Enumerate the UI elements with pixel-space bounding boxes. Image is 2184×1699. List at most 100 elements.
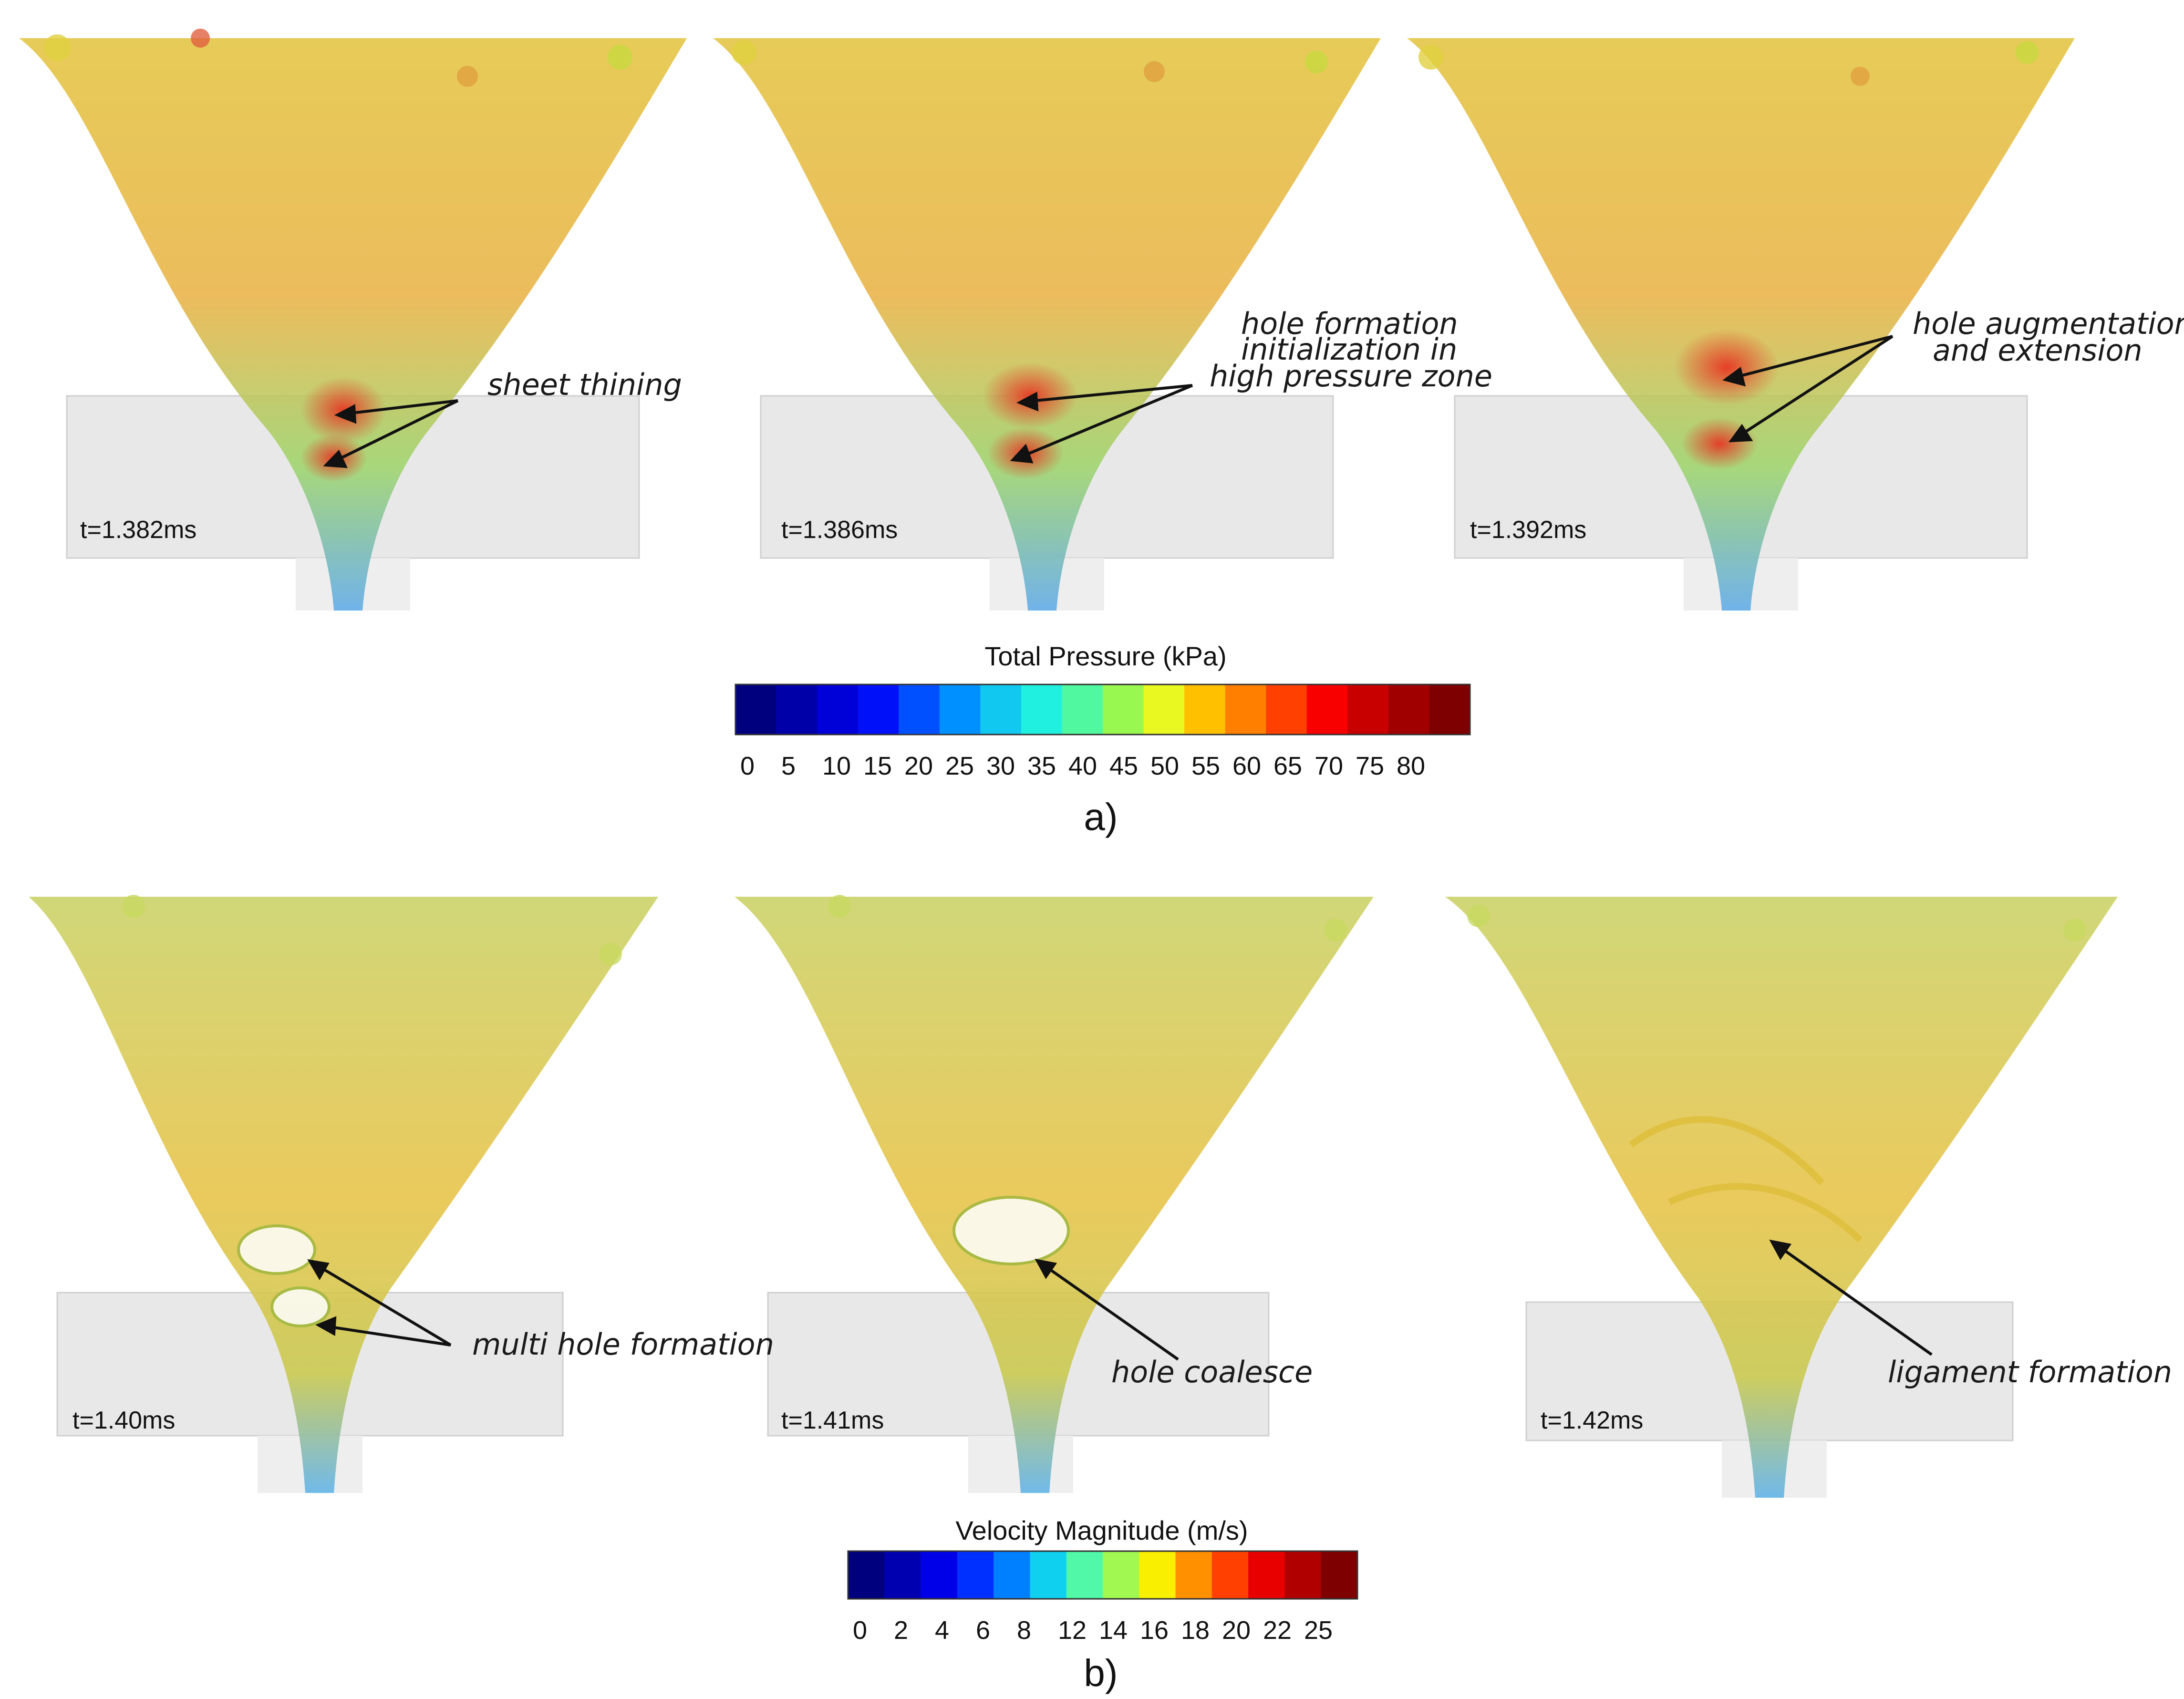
colorbar-tick-label: 6 — [976, 1616, 990, 1645]
colorbar-tick-label: 0 — [853, 1616, 867, 1645]
time-label-a3: t=1.392ms — [1470, 516, 1586, 544]
hot-zone — [1674, 329, 1779, 405]
droplet — [122, 895, 145, 918]
droplet — [191, 29, 210, 48]
colorbar-swatch — [817, 684, 859, 735]
colorbar-swatch — [994, 1551, 1030, 1599]
hot-zone — [1681, 417, 1758, 470]
colorbar-swatch — [1347, 684, 1389, 735]
spray-sheet — [1445, 897, 2118, 1498]
hot-zone — [300, 377, 386, 444]
colorbar-swatch — [1388, 684, 1429, 735]
spray-sheet — [1407, 38, 2075, 611]
colorbar-pressure: Total Pressure (kPa) 0 5 10 15 20 25 30 35 40 45 5… — [735, 641, 1471, 838]
colorbar-tick-label: 25 — [1304, 1616, 1333, 1645]
hole — [270, 1286, 331, 1327]
colorbar-tick-label: 55 — [1191, 752, 1220, 780]
colorbar-swatch — [848, 1551, 885, 1599]
time-label-a1: t=1.382ms — [80, 516, 197, 544]
colorbar-tick-label: 60 — [1232, 752, 1261, 780]
droplet — [1851, 67, 1870, 86]
colorbar-swatch — [1225, 684, 1266, 735]
annotation-arrows — [307, 335, 1933, 1361]
colorbar-tick-label: 14 — [1099, 1616, 1128, 1645]
colorbar-tick-label: 20 — [1222, 1616, 1251, 1645]
colorbar-swatch — [1211, 1551, 1249, 1599]
colorbar-swatch — [1103, 684, 1144, 735]
annotation-sheet-thining: sheet thining — [487, 367, 682, 402]
colorbar-tick-label: 45 — [1109, 752, 1138, 780]
colorbar-tick-label: 75 — [1356, 752, 1384, 780]
colorbar-swatch — [957, 1551, 994, 1599]
panel-b1 — [29, 895, 658, 1493]
colorbar-pressure-title: Total Pressure (kPa) — [984, 641, 1226, 671]
colorbar-tick-label: 30 — [986, 752, 1015, 780]
annotation-ligament-formation: ligament formation — [1888, 1355, 2172, 1389]
spray-sheet — [29, 897, 658, 1493]
droplet — [1144, 61, 1165, 82]
spray-sheet — [735, 897, 1374, 1493]
subfigure-label-a: a) — [1084, 796, 1118, 838]
panel-b3 — [1445, 897, 2118, 1498]
colorbar-velocity: Velocity Magnitude (m/s) 0 2 4 6 8 12 14 16 18 20… — [847, 1515, 1358, 1694]
colorbar-swatch — [1139, 1551, 1176, 1599]
droplet — [457, 66, 478, 87]
annotation-hole-formation-line2: initialization in — [1241, 332, 1457, 367]
droplet — [1467, 904, 1490, 927]
colorbar-swatch — [1062, 684, 1103, 735]
droplet — [608, 45, 632, 70]
colorbar-velocity-swatches — [847, 1550, 1358, 1600]
annotation-multi-hole-formation: multi hole formation — [472, 1327, 774, 1362]
panel-a3 — [1407, 38, 2075, 611]
colorbar-frame — [847, 1550, 1358, 1600]
colorbar-velocity-title: Velocity Magnitude (m/s) — [955, 1515, 1248, 1545]
colorbar-pressure-swatches — [735, 684, 1471, 736]
colorbar-swatch — [939, 684, 981, 735]
droplet — [599, 943, 622, 965]
droplet — [1418, 45, 1443, 70]
droplet — [2016, 41, 2039, 64]
colorbar-swatch — [1021, 684, 1062, 735]
hole — [952, 1196, 1070, 1265]
panel-a1 — [19, 29, 687, 611]
time-label-b2: t=1.41ms — [781, 1407, 884, 1434]
colorbar-swatch — [899, 684, 940, 735]
spray-sheet — [713, 38, 1381, 611]
colorbar-swatch — [921, 1551, 958, 1599]
colorbar-swatch — [980, 684, 1022, 735]
annotation-hole-coalesce: hole coalesce — [1111, 1355, 1313, 1389]
spray-sheet — [19, 38, 687, 611]
colorbar-tick-label: 10 — [822, 752, 851, 780]
annotation-hole-formation-line1: hole formation — [1241, 306, 1458, 341]
ligament — [1629, 1116, 1863, 1243]
droplet — [1305, 51, 1328, 73]
time-label-a2: t=1.386ms — [781, 516, 898, 544]
colorbar-tick-label: 0 — [740, 752, 755, 780]
time-label-b3: t=1.42ms — [1541, 1407, 1643, 1434]
annotation-hole-formation-line3: high pressure zone — [1210, 359, 1492, 394]
colorbar-tick-label: 18 — [1181, 1616, 1210, 1645]
annotation-hole-augmentation-line2: and extension — [1933, 333, 2143, 368]
colorbar-swatch — [1284, 1551, 1322, 1599]
colorbar-swatch — [776, 684, 818, 735]
colorbar-swatch — [735, 684, 777, 735]
colorbar-tick-label: 35 — [1027, 752, 1056, 780]
time-label-b1: t=1.40ms — [72, 1407, 175, 1434]
colorbar-swatch — [1030, 1551, 1067, 1599]
droplet — [732, 40, 756, 65]
droplet — [1324, 919, 1347, 942]
droplet — [828, 895, 851, 918]
colorbar-swatch — [858, 684, 899, 735]
colorbar-tick-label: 70 — [1315, 752, 1343, 780]
colorbar-swatch — [1266, 684, 1307, 735]
colorbar-swatch — [1143, 684, 1185, 735]
colorbar-tick-label: 12 — [1058, 1616, 1087, 1645]
colorbar-tick-label: 20 — [904, 752, 933, 780]
colorbar-swatch — [884, 1551, 921, 1599]
colorbar-swatch — [1321, 1551, 1358, 1599]
colorbar-tick-label: 40 — [1068, 752, 1097, 780]
droplet — [2063, 919, 2086, 942]
colorbar-tick-label: 8 — [1017, 1616, 1031, 1645]
colorbar-swatch — [1429, 684, 1470, 735]
